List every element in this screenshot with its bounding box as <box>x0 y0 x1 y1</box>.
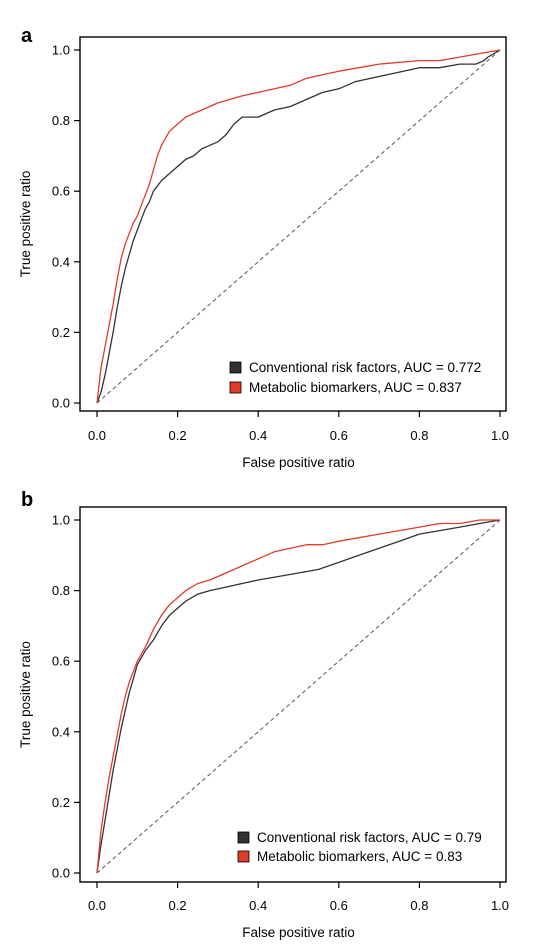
y-tick-label: 0.2 <box>52 325 70 340</box>
roc-curve-metabolic <box>96 49 501 404</box>
y-tick-label: 0.4 <box>52 254 70 269</box>
legend-swatch <box>229 361 242 374</box>
roc-curve-conventional <box>96 519 501 874</box>
x-tick-label: 0.0 <box>88 428 106 443</box>
roc-curve-conventional <box>96 49 501 404</box>
y-tick-label: 1.0 <box>52 513 70 528</box>
panel-label: b <box>21 489 33 511</box>
y-tick-label: 0.8 <box>52 113 70 128</box>
x-tick-label: 0.2 <box>169 898 187 913</box>
plot-frame <box>79 506 507 883</box>
roc-curve-metabolic <box>96 519 500 874</box>
y-axis-title: True positive ratio <box>18 171 33 278</box>
x-axis-title: False positive ratio <box>242 455 355 470</box>
legend-label: Metabolic biomarkers, AUC = 0.83 <box>257 849 462 864</box>
x-tick-label: 0.0 <box>88 898 106 913</box>
x-tick-label: 0.6 <box>330 428 348 443</box>
y-tick-label: 0.2 <box>52 795 70 810</box>
legend-swatch <box>229 381 242 394</box>
y-tick-label: 0.6 <box>52 184 70 199</box>
x-axis-title: False positive ratio <box>242 925 355 940</box>
y-tick-label: 0.6 <box>52 654 70 669</box>
y-axis-title: True positive ratio <box>18 641 33 748</box>
y-tick-label: 0.0 <box>52 396 70 411</box>
legend-swatch <box>237 850 250 863</box>
x-tick-label: 0.8 <box>410 898 428 913</box>
x-tick-label: 0.4 <box>249 428 267 443</box>
legend-label: Metabolic biomarkers, AUC = 0.837 <box>249 380 462 395</box>
reference-diagonal-line <box>96 519 501 874</box>
chart-panel-b: b 0.0 0.2 0.4 0.6 0.8 1.0 0.0 0.2 0.4 0.6 0.8 1.0 Fal… <box>18 489 509 940</box>
y-tick-label: 1.0 <box>52 43 70 58</box>
y-tick-label: 0.8 <box>52 583 70 598</box>
y-tick-label: 0.4 <box>52 724 70 739</box>
x-tick-label: 1.0 <box>491 428 509 443</box>
legend-swatch <box>237 831 250 844</box>
x-tick-label: 1.0 <box>491 898 509 913</box>
chart-panel-a: a 0.0 0.2 0.4 0.6 0.8 1.0 0.0 0.2 0.4 0.6 0.8 1.0 Fal… <box>18 25 509 470</box>
x-tick-label: 0.6 <box>330 898 348 913</box>
x-tick-label: 0.8 <box>410 428 428 443</box>
legend-label: Conventional risk factors, AUC = 0.772 <box>249 360 481 375</box>
panel-label: a <box>21 25 33 47</box>
plot-frame <box>79 36 507 412</box>
legend-label: Conventional risk factors, AUC = 0.79 <box>257 830 482 845</box>
y-tick-label: 0.0 <box>52 866 70 881</box>
x-tick-label: 0.2 <box>169 428 187 443</box>
x-tick-label: 0.4 <box>249 898 267 913</box>
reference-diagonal-line <box>96 49 501 404</box>
